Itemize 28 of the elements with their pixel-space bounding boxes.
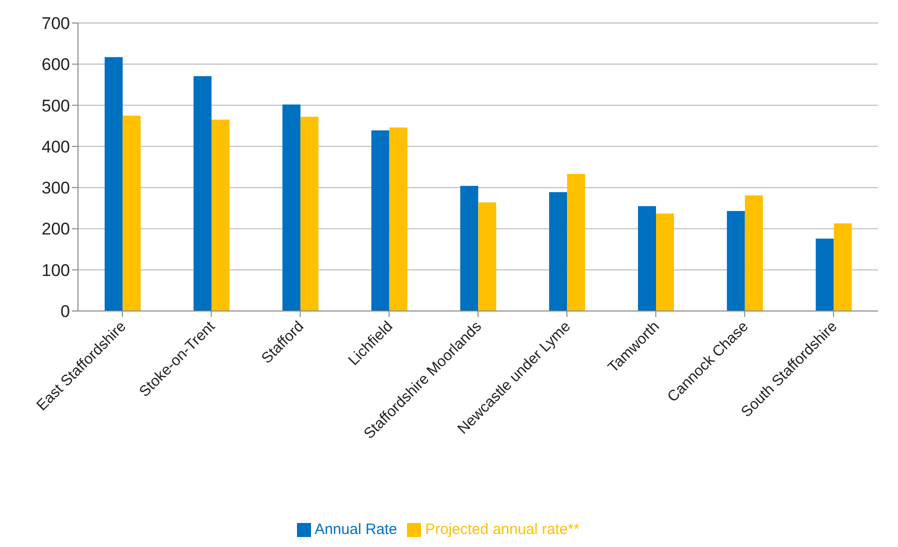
bar [744, 195, 763, 311]
bar [834, 223, 852, 311]
y-tick-label: 700 [42, 14, 70, 34]
y-tick-label: 400 [42, 137, 70, 156]
bar [638, 206, 656, 311]
bar [194, 76, 212, 311]
y-tick-label: 500 [42, 96, 70, 116]
bar [460, 186, 478, 311]
bar [371, 130, 390, 311]
bar [478, 202, 496, 311]
legend-label: Projected annual rate** [425, 521, 580, 538]
bar [300, 116, 318, 311]
bar [212, 120, 230, 311]
y-tick-label: 100 [42, 260, 70, 280]
y-tick-label: 300 [42, 178, 70, 198]
y-tick-label: 200 [42, 220, 70, 239]
bar [282, 104, 300, 311]
bar [726, 211, 745, 311]
bar [816, 238, 834, 311]
legend-label: Annual Rate [314, 521, 398, 538]
bar [389, 128, 408, 311]
bar [549, 192, 568, 311]
bar [656, 213, 674, 311]
bar [104, 57, 123, 311]
y-tick-label: 600 [42, 55, 70, 74]
y-tick-label: 0 [60, 302, 70, 322]
bar [122, 116, 141, 311]
bar [567, 174, 586, 311]
